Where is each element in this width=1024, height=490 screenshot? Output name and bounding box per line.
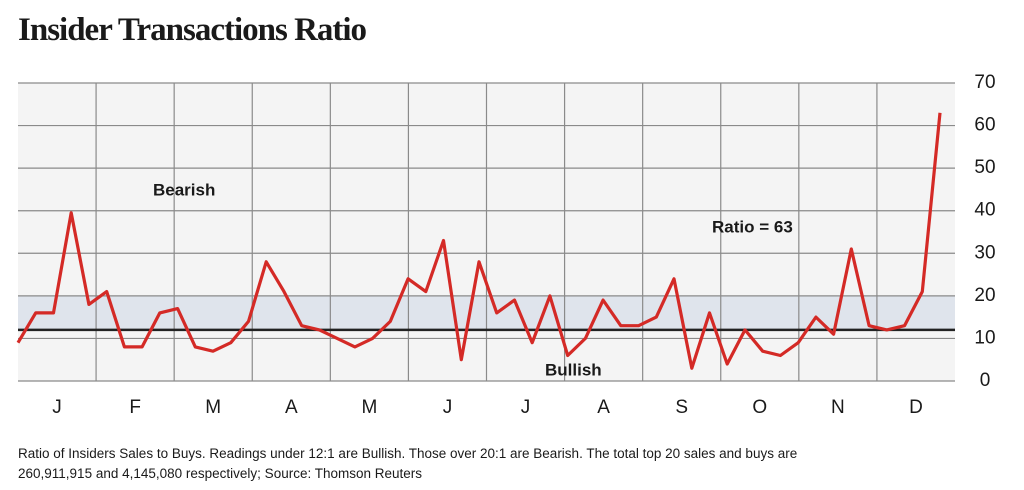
y-tick-label: 40: [974, 200, 995, 221]
data-line: [16, 112, 942, 370]
x-tick-label: M: [205, 397, 221, 418]
x-tick-label: J: [443, 397, 453, 418]
x-tick-label: J: [52, 397, 62, 418]
y-tick-label: 30: [974, 242, 995, 263]
y-tick-label: 70: [974, 72, 995, 93]
y-tick-label: 50: [974, 157, 995, 178]
annotation: Bullish: [545, 360, 602, 379]
y-tick-label: 20: [974, 285, 995, 306]
chart-title: Insider Transactions Ratio: [18, 12, 367, 48]
annotation: Ratio = 63: [712, 217, 793, 236]
y-tick-label: 0: [980, 370, 991, 391]
x-tick-label: S: [675, 397, 688, 418]
x-tick-label: A: [597, 397, 610, 418]
x-tick-label: J: [521, 397, 531, 418]
x-tick-label: M: [361, 397, 377, 418]
plot-area: [16, 82, 955, 382]
annotation: Bearish: [153, 180, 215, 199]
x-tick-label: O: [752, 397, 767, 418]
x-tick-label: F: [129, 397, 141, 418]
y-tick-label: 10: [974, 327, 995, 348]
y-tick-label: 60: [974, 115, 995, 136]
x-tick-label: D: [909, 397, 923, 418]
caption: Ratio of Insiders Sales to Buys. Reading…: [18, 446, 797, 461]
caption: 260,911,915 and 4,145,080 respectively; …: [18, 466, 422, 481]
x-tick-label: N: [831, 397, 845, 418]
x-tick-label: A: [285, 397, 298, 418]
